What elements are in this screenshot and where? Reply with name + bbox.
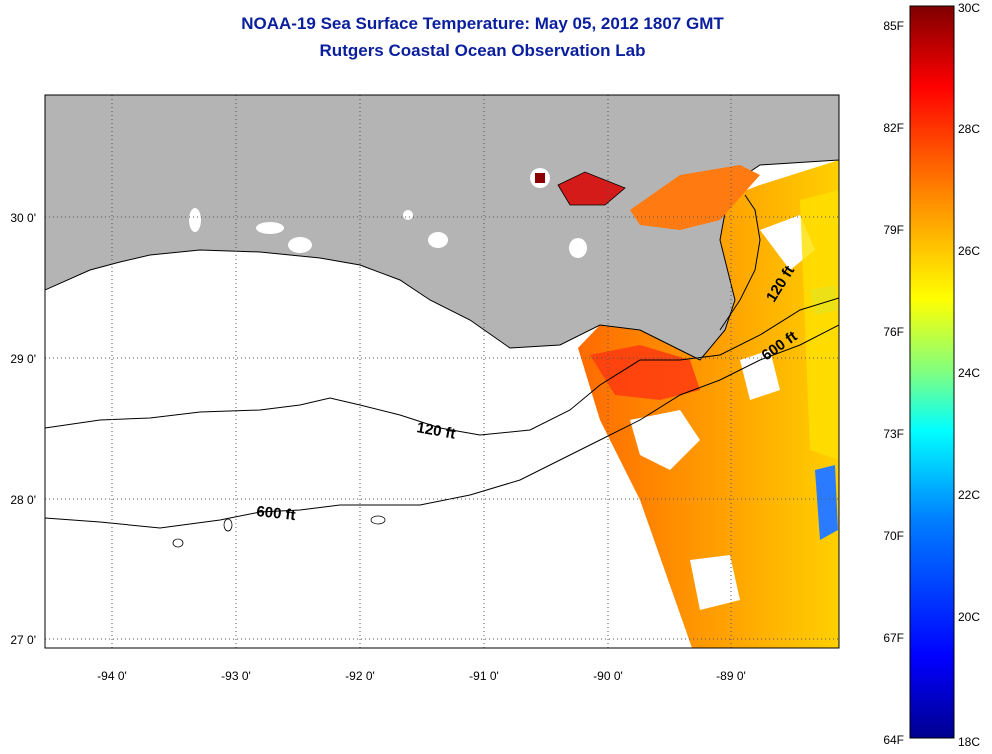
- lake: [403, 210, 413, 220]
- lake: [256, 222, 284, 234]
- lon-tick-label: -91 0': [469, 669, 499, 683]
- lat-tick-label: 30 0': [10, 211, 36, 225]
- colorbar-c-label: 26C: [958, 244, 980, 258]
- colorbar-c-label: 24C: [958, 366, 980, 380]
- lon-tick-label: -93 0': [221, 669, 251, 683]
- lake-pontchartrain: [557, 171, 626, 206]
- cloud-gap: [690, 555, 740, 610]
- contour-120ft-east: [719, 194, 761, 331]
- contour-ring: [370, 515, 386, 525]
- colorbar-f-label: 79F: [883, 223, 904, 237]
- colorbar-c-label: 20C: [958, 610, 980, 624]
- lat-tick-label: 27 0': [10, 633, 36, 647]
- contour-600ft-west: [45, 324, 839, 529]
- warm-water-patch: [590, 345, 700, 400]
- contour-ring: [172, 538, 184, 548]
- map-subtitle: Rutgers Coastal Ocean Observation Lab: [319, 41, 646, 60]
- lat-tick-label: 28 0': [10, 493, 36, 507]
- lake: [189, 208, 201, 232]
- map-frame: [44, 94, 840, 649]
- lake: [428, 232, 448, 248]
- lon-tick-label: -89 0': [716, 669, 746, 683]
- colorbar-f-label: 64F: [883, 733, 904, 747]
- colorbar-f-label: 85F: [883, 19, 904, 33]
- colorbar-c-label: 30C: [958, 1, 980, 15]
- colorbar-c-label: 18C: [958, 735, 980, 749]
- colorbar-c-label: 28C: [958, 122, 980, 136]
- lon-tick-label: -90 0': [593, 669, 623, 683]
- cloud-gap: [740, 350, 780, 400]
- colorbar-f-label: 76F: [883, 325, 904, 339]
- lake: [288, 237, 312, 253]
- cloud-gap: [630, 410, 700, 470]
- sound-water: [630, 165, 760, 230]
- colorbar-c-label: 22C: [958, 488, 980, 502]
- lon-tick-label: -92 0': [345, 669, 375, 683]
- colorbar: [909, 5, 955, 739]
- colorbar-f-label: 67F: [883, 631, 904, 645]
- contour-ring: [223, 518, 233, 532]
- colorbar-f-label: 82F: [883, 121, 904, 135]
- map-title: NOAA-19 Sea Surface Temperature: May 05,…: [241, 14, 724, 33]
- contour-label-600ft: 600 ft: [256, 503, 297, 524]
- lake: [569, 238, 587, 258]
- graticule: [45, 95, 839, 648]
- lake-maurepas: [535, 173, 545, 183]
- lon-tick-label: -94 0': [97, 669, 127, 683]
- colorbar-f-label: 73F: [883, 427, 904, 441]
- contour-120ft-west: [45, 297, 839, 436]
- yellow-band: [800, 190, 839, 460]
- sst-swath: [578, 160, 839, 648]
- lat-tick-label: 29 0': [10, 352, 36, 366]
- contour-label-120ft: 120 ft: [415, 419, 457, 443]
- cool-water-spot: [815, 465, 838, 540]
- colorbar-f-label: 70F: [883, 529, 904, 543]
